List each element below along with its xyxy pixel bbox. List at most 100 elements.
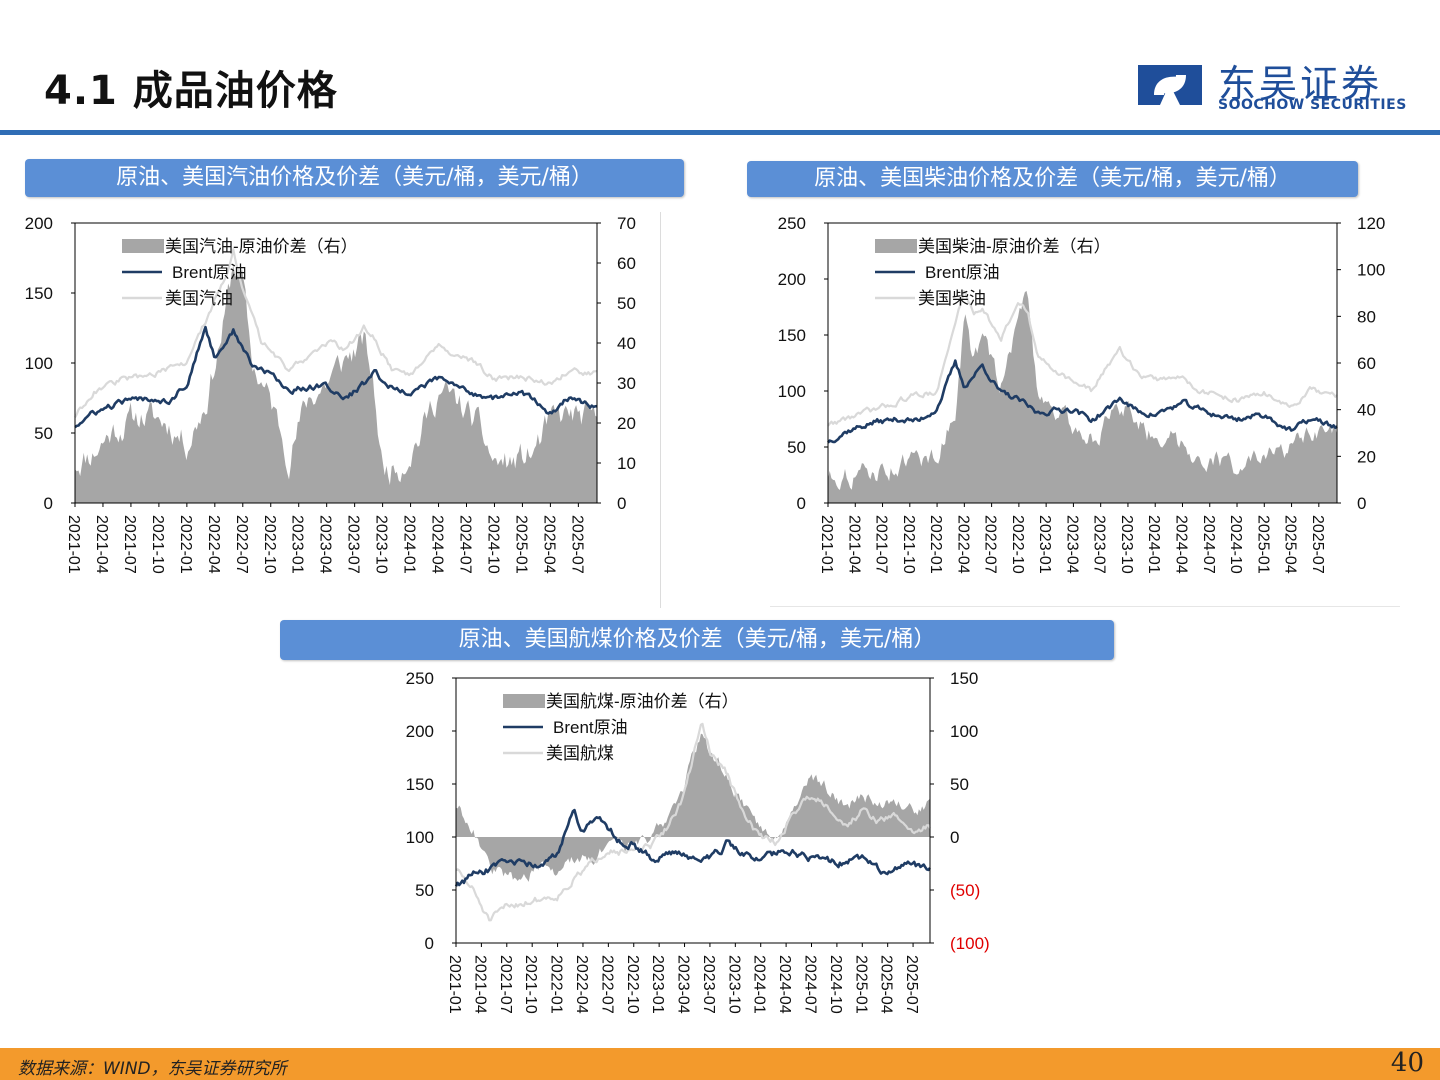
left-tick-label: 0 bbox=[44, 494, 53, 513]
left-tick-label: 200 bbox=[778, 270, 806, 289]
right-tick-label: 50 bbox=[617, 294, 636, 313]
brent-price-line bbox=[827, 359, 1338, 444]
x-tick-label: 2022-04 bbox=[573, 955, 590, 1014]
right-tick-label: 100 bbox=[950, 722, 978, 741]
right-tick-label: 20 bbox=[1357, 447, 1376, 466]
chart-3-banner: 原油、美国航煤价格及价差（美元/桶，美元/桶） bbox=[280, 620, 1114, 660]
right-tick-label: 80 bbox=[1357, 307, 1376, 326]
x-tick-label: 2023-04 bbox=[1063, 515, 1080, 574]
x-tick-label: 2021-04 bbox=[93, 515, 110, 574]
product-price-line bbox=[827, 290, 1338, 427]
brand-mark-icon bbox=[1138, 65, 1202, 105]
x-tick-label: 2021-01 bbox=[818, 515, 835, 574]
x-tick-label: 2024-04 bbox=[429, 515, 446, 574]
x-tick-label: 2023-07 bbox=[345, 515, 362, 574]
x-tick-label: 2025-07 bbox=[568, 515, 585, 574]
footer-bar: 数据来源：WIND，东吴证券研究所 40 bbox=[0, 1048, 1440, 1080]
x-tick-label: 2024-01 bbox=[401, 515, 418, 574]
spread-area bbox=[456, 733, 930, 882]
right-tick-label: (100) bbox=[950, 934, 990, 953]
x-tick-label: 2024-04 bbox=[1173, 515, 1190, 574]
left-tick-label: 250 bbox=[406, 669, 434, 688]
x-tick-label: 2022-10 bbox=[1009, 515, 1026, 574]
legend-swatch-spread bbox=[503, 694, 545, 708]
right-tick-label: 60 bbox=[617, 254, 636, 273]
x-tick-label: 2021-10 bbox=[522, 955, 539, 1014]
x-tick-label: 2021-10 bbox=[149, 515, 166, 574]
chart-2-banner: 原油、美国柴油价格及价差（美元/桶，美元/桶） bbox=[747, 161, 1358, 197]
left-tick-label: 200 bbox=[406, 722, 434, 741]
left-tick-label: 250 bbox=[778, 214, 806, 233]
left-tick-label: 0 bbox=[797, 494, 806, 513]
legend-label-product: 美国汽油 bbox=[165, 289, 233, 308]
left-tick-label: 150 bbox=[406, 775, 434, 794]
legend-swatch-spread bbox=[122, 239, 164, 253]
x-tick-label: 2022-10 bbox=[261, 515, 278, 574]
x-tick-label: 2024-04 bbox=[776, 955, 793, 1014]
x-tick-label: 2022-07 bbox=[598, 955, 615, 1014]
right-tick-label: 0 bbox=[1357, 494, 1366, 513]
left-tick-label: 50 bbox=[415, 881, 434, 900]
x-tick-label: 2024-07 bbox=[802, 955, 819, 1014]
x-tick-label: 2023-04 bbox=[317, 515, 334, 574]
left-tick-label: 150 bbox=[778, 326, 806, 345]
product-price-line bbox=[455, 722, 931, 922]
x-tick-label: 2024-01 bbox=[1145, 515, 1162, 574]
jet-fuel-chart: 250 200 150 100 50 0 150 100 50 0 (50) (100) 2021-01… bbox=[406, 669, 990, 1014]
x-tick-label: 2021-07 bbox=[873, 515, 890, 574]
x-tick-label: 2024-10 bbox=[827, 955, 844, 1014]
data-source: 数据来源：WIND，东吴证券研究所 bbox=[18, 1059, 287, 1079]
left-tick-label: 100 bbox=[25, 354, 53, 373]
x-tick-label: 2023-07 bbox=[1091, 515, 1108, 574]
left-tick-label: 200 bbox=[25, 214, 53, 233]
right-tick-label: (50) bbox=[950, 881, 980, 900]
page-title: 4.1 成品油价格 bbox=[44, 68, 338, 114]
left-tick-label: 150 bbox=[25, 284, 53, 303]
panel-divider-horizontal bbox=[770, 606, 1400, 607]
x-tick-label: 2023-10 bbox=[725, 955, 742, 1014]
brent-price-line bbox=[74, 325, 598, 429]
left-tick-label: 0 bbox=[425, 934, 434, 953]
right-tick-label: 120 bbox=[1357, 214, 1385, 233]
x-tick-label: 2021-04 bbox=[471, 955, 488, 1014]
product-price-line bbox=[74, 248, 598, 418]
spread-area bbox=[75, 265, 597, 503]
legend-label-brent: Brent原油 bbox=[172, 263, 247, 282]
chart-1-banner: 原油、美国汽油价格及价差（美元/桶，美元/桶） bbox=[25, 159, 684, 197]
x-tick-label: 2024-07 bbox=[457, 515, 474, 574]
x-tick-label: 2021-04 bbox=[845, 515, 862, 574]
x-tick-label: 2022-04 bbox=[205, 515, 222, 574]
x-tick-label: 2023-01 bbox=[289, 515, 306, 574]
x-tick-label: 2022-01 bbox=[177, 515, 194, 574]
x-tick-label: 2025-07 bbox=[903, 955, 920, 1014]
x-tick-label: 2025-04 bbox=[1282, 515, 1299, 574]
x-tick-label: 2022-01 bbox=[548, 955, 565, 1014]
right-tick-label: 40 bbox=[617, 334, 636, 353]
legend-swatch-spread bbox=[875, 239, 917, 253]
right-tick-label: 30 bbox=[617, 374, 636, 393]
right-tick-label: 60 bbox=[1357, 354, 1376, 373]
brand-name-en: SOOCHOW SECURITIES bbox=[1218, 97, 1407, 113]
x-tick-label: 2025-04 bbox=[540, 515, 557, 574]
brand-logo: 东吴证券 SOOCHOW SECURITIES bbox=[1130, 55, 1410, 115]
x-tick-label: 2022-04 bbox=[954, 515, 971, 574]
panel-divider bbox=[660, 212, 661, 608]
left-tick-label: 50 bbox=[787, 438, 806, 457]
right-tick-label: 10 bbox=[617, 454, 636, 473]
right-tick-label: 50 bbox=[950, 775, 969, 794]
x-tick-label: 2021-07 bbox=[121, 515, 138, 574]
x-tick-label: 2022-07 bbox=[982, 515, 999, 574]
x-tick-label: 2023-01 bbox=[1036, 515, 1053, 574]
x-tick-label: 2025-01 bbox=[852, 955, 869, 1014]
x-tick-label: 2021-01 bbox=[446, 955, 463, 1014]
brand-name-cn: 东吴证券 bbox=[1218, 62, 1383, 106]
x-tick-label: 2022-01 bbox=[927, 515, 944, 574]
x-tick-label: 2022-10 bbox=[624, 955, 641, 1014]
x-tick-label: 2025-01 bbox=[512, 515, 529, 574]
x-tick-label: 2024-10 bbox=[485, 515, 502, 574]
legend-label-product: 美国柴油 bbox=[918, 289, 986, 308]
left-tick-label: 100 bbox=[406, 828, 434, 847]
x-tick-label: 2023-04 bbox=[675, 955, 692, 1014]
